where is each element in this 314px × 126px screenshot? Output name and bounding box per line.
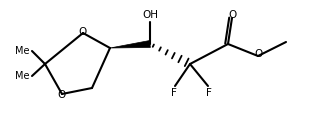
Text: O: O [79, 27, 87, 37]
Text: F: F [206, 88, 212, 98]
Text: Me: Me [15, 46, 30, 56]
Text: O: O [255, 49, 263, 59]
Polygon shape [110, 41, 150, 48]
Text: OH: OH [142, 10, 158, 20]
Text: F: F [171, 88, 177, 98]
Text: O: O [229, 10, 237, 20]
Text: O: O [58, 90, 66, 100]
Text: Me: Me [15, 71, 30, 81]
